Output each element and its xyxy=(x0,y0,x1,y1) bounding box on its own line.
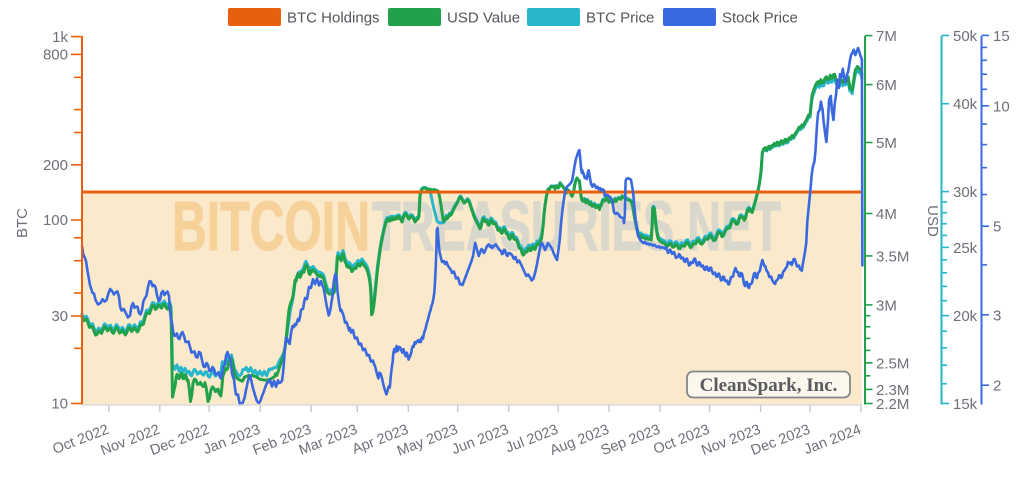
svg-text:5: 5 xyxy=(993,219,1001,236)
svg-text:30k: 30k xyxy=(953,184,978,201)
svg-text:BTC Price: BTC Price xyxy=(586,10,654,27)
svg-text:40k: 40k xyxy=(953,96,978,113)
svg-text:200: 200 xyxy=(43,157,68,174)
svg-text:100: 100 xyxy=(43,212,68,229)
svg-text:3.5M: 3.5M xyxy=(876,248,909,265)
svg-text:2: 2 xyxy=(993,378,1001,395)
svg-text:50k: 50k xyxy=(953,28,978,45)
svg-text:2.2M: 2.2M xyxy=(876,396,909,413)
svg-text:2.5M: 2.5M xyxy=(876,355,909,372)
svg-text:TREASURIES.NET: TREASURIES.NET xyxy=(372,187,781,265)
svg-text:6M: 6M xyxy=(876,77,897,94)
svg-text:10: 10 xyxy=(993,98,1010,115)
svg-text:USD: USD xyxy=(924,205,941,237)
svg-text:BTC Holdings: BTC Holdings xyxy=(287,10,380,27)
svg-text:4M: 4M xyxy=(876,206,897,223)
svg-text:BTC: BTC xyxy=(14,208,31,238)
svg-text:5M: 5M xyxy=(876,135,897,152)
svg-text:3M: 3M xyxy=(876,297,897,314)
svg-text:10: 10 xyxy=(51,396,68,413)
svg-text:USD Value: USD Value xyxy=(447,10,520,27)
svg-text:3: 3 xyxy=(993,307,1001,324)
svg-text:CleanSpark, Inc.: CleanSpark, Inc. xyxy=(700,375,838,396)
svg-text:Stock Price: Stock Price xyxy=(722,10,798,27)
svg-text:7M: 7M xyxy=(876,28,897,45)
svg-text:1k: 1k xyxy=(52,29,68,46)
svg-text:20k: 20k xyxy=(953,308,978,325)
svg-text:25k: 25k xyxy=(953,240,978,257)
svg-text:800: 800 xyxy=(43,47,68,64)
svg-text:15k: 15k xyxy=(953,396,978,413)
svg-text:15: 15 xyxy=(993,28,1010,45)
svg-text:30: 30 xyxy=(51,308,68,325)
svg-text:2.3M: 2.3M xyxy=(876,382,909,399)
